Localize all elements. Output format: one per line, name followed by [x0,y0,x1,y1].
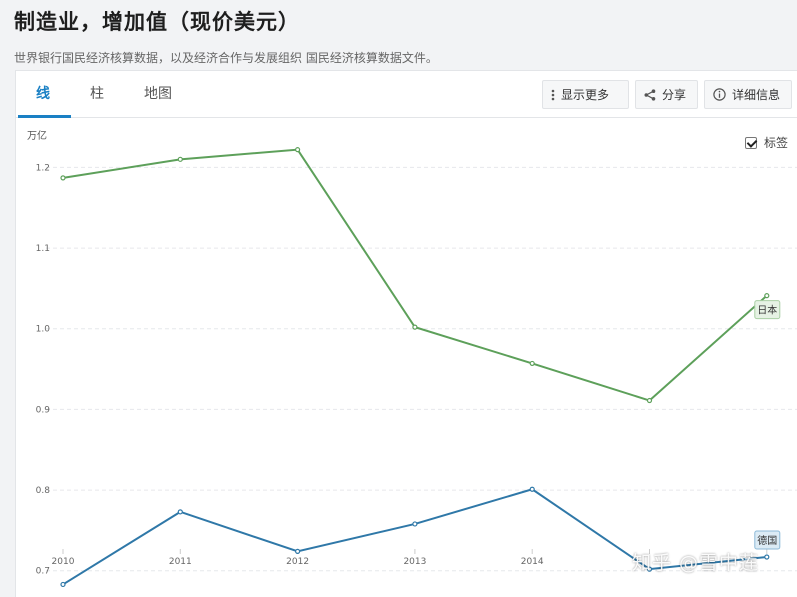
series-line-japan [62,148,768,402]
more-vertical-icon [551,89,555,101]
data-point [60,581,66,588]
share-button[interactable]: 分享 [635,80,698,109]
data-point [646,397,653,404]
y-tick-label: 1.0 [36,325,51,335]
y-unit-label: 万亿 [27,131,47,142]
x-tick-label: 2010 [52,557,75,567]
data-point [529,360,535,367]
x-tick-label: 2013 [403,557,426,567]
page-title: 制造业，增加值（现价美元） [14,10,300,34]
y-tick-label: 0.7 [36,567,50,577]
series-end-label: 日本 [757,304,777,317]
show-more-button[interactable]: 显示更多 [542,80,629,109]
tab-bar: 线 柱 地图 显示更多 分享 详细信息 [16,71,797,118]
data-point [646,566,653,572]
x-tick-label: 2011 [169,557,192,567]
data-point [764,293,770,299]
details-button[interactable]: 详细信息 [704,80,792,109]
tab-bar-chart[interactable]: 柱 [90,86,104,102]
labels-checkbox[interactable] [745,136,757,149]
labels-toggle[interactable]: 标签 [745,134,788,151]
page-subtitle: 世界银行国民经济核算数据，以及经济合作与发展组织 国民经济核算数据文件。 [14,51,438,65]
data-point [295,147,301,153]
x-tick-label: 2012 [286,557,309,567]
share-label: 分享 [662,88,687,102]
data-point [295,548,301,554]
data-point [412,324,418,330]
x-tick-label: 2014 [521,557,544,567]
chart-area: 0.7 0.8 0.9 1.0 1.1 1.2 2010 2011 2012 2013 2014 日本… [16,119,797,597]
active-tab-indicator [18,115,71,118]
data-point [529,486,535,492]
y-tick-label: 1.1 [36,244,50,254]
y-tick-label: 0.9 [36,405,51,415]
data-point [177,509,183,515]
y-tick-label: 0.8 [36,486,51,496]
tab-map[interactable]: 地图 [144,86,172,102]
tab-line[interactable]: 线 [36,86,50,102]
series-end-label-box [754,530,781,550]
data-point [764,554,770,560]
data-point [60,175,66,181]
share-icon [644,88,656,101]
line-chart: 0.7 0.8 0.9 1.0 1.1 1.2 2010 2011 2012 2013 2014 日本… [36,147,797,588]
data-point [177,156,183,162]
watermark: 知乎 @雪中莲 [632,552,760,574]
details-label: 详细信息 [732,88,781,102]
labels-toggle-label: 标签 [764,136,789,150]
info-icon [713,88,726,101]
y-tick-label: 1.2 [36,163,50,173]
data-point [412,521,418,527]
series-end-label: 德国 [757,534,777,547]
show-more-label: 显示更多 [561,88,610,102]
series-end-label-box [754,300,781,320]
chart-card: 线 柱 地图 显示更多 分享 详细信息 0.7 0.8 0.9 1.0 1.1 1.2 20… [15,70,797,597]
